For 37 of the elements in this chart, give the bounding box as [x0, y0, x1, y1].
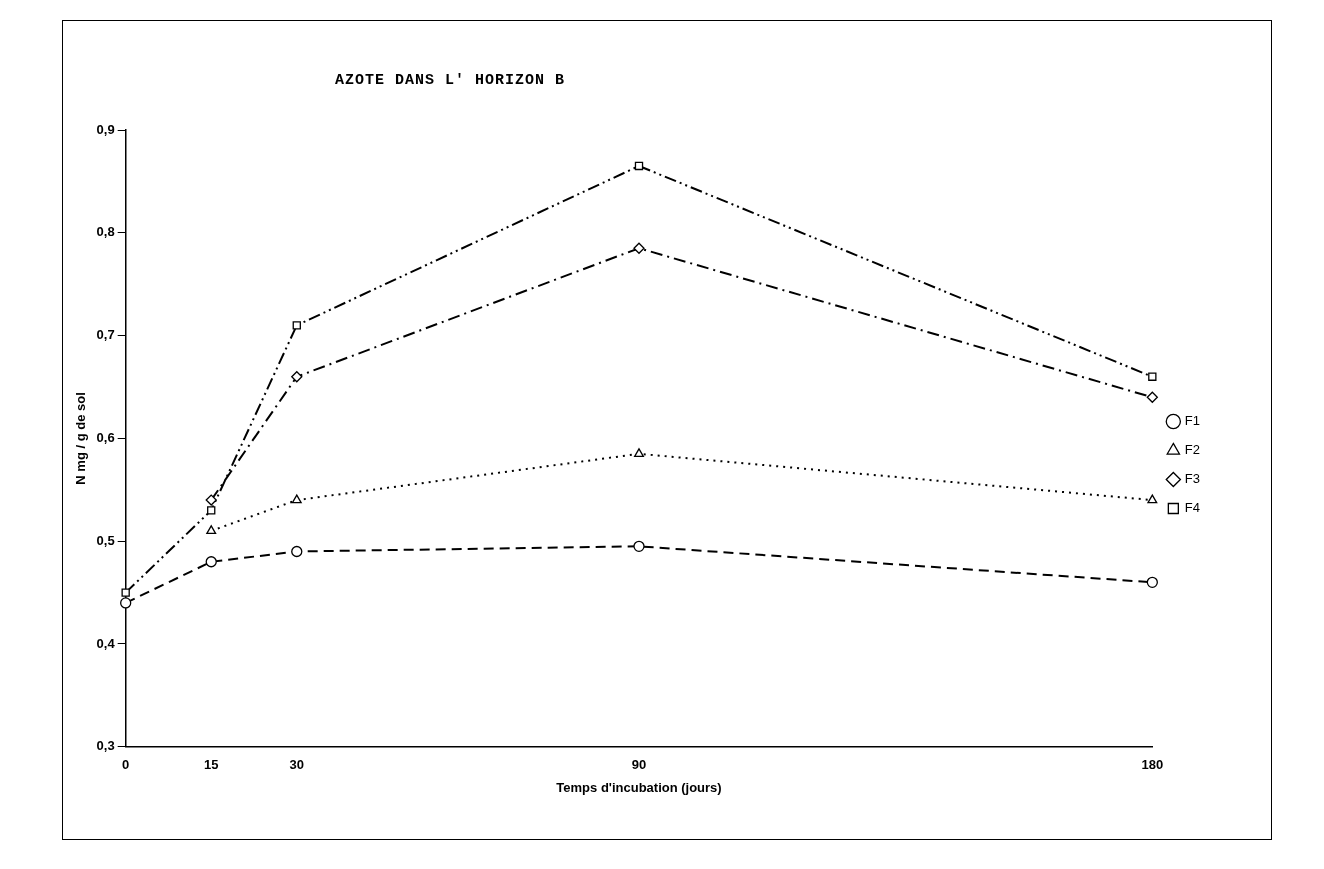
point — [1147, 494, 1158, 504]
point — [634, 161, 644, 171]
legend-label: F3 — [1184, 471, 1200, 487]
x-tick-label: 30 — [289, 757, 305, 773]
x-tick-label: 0 — [122, 757, 130, 773]
point — [121, 588, 130, 597]
point — [1148, 372, 1157, 381]
point — [634, 448, 644, 457]
legend-label: F1 — [1184, 413, 1200, 429]
point — [120, 597, 132, 609]
point — [205, 494, 217, 506]
legend-label: F2 — [1184, 442, 1200, 458]
x-axis-title: Temps d'incubation (jours) — [556, 779, 722, 795]
y-tick-label: 0,6 — [96, 429, 115, 445]
point — [291, 371, 303, 383]
point — [207, 506, 216, 515]
legend-label: F4 — [1184, 500, 1200, 516]
y-tick-label: 0,9 — [96, 121, 115, 137]
chart-title: AZOTE DANS L' HORIZON B — [333, 72, 566, 89]
point — [633, 242, 645, 254]
y-tick-label: 0,7 — [96, 327, 115, 343]
y-tick-label: 0,3 — [96, 738, 115, 754]
point — [1146, 391, 1158, 403]
x-tick-label: 15 — [203, 757, 219, 773]
y-tick-label: 0,4 — [96, 635, 116, 651]
point — [205, 556, 217, 568]
y-tick-label: 0,8 — [96, 224, 115, 240]
point — [291, 545, 303, 558]
point — [291, 494, 302, 504]
y-axis-title: N mg / g de sol — [73, 392, 89, 485]
point — [633, 540, 645, 552]
x-tick-label: 180 — [1141, 757, 1164, 773]
x-tick-label: 90 — [631, 757, 647, 773]
point — [292, 321, 301, 330]
point — [206, 525, 217, 535]
point — [1146, 576, 1158, 588]
y-tick-label: 0,5 — [96, 532, 115, 548]
